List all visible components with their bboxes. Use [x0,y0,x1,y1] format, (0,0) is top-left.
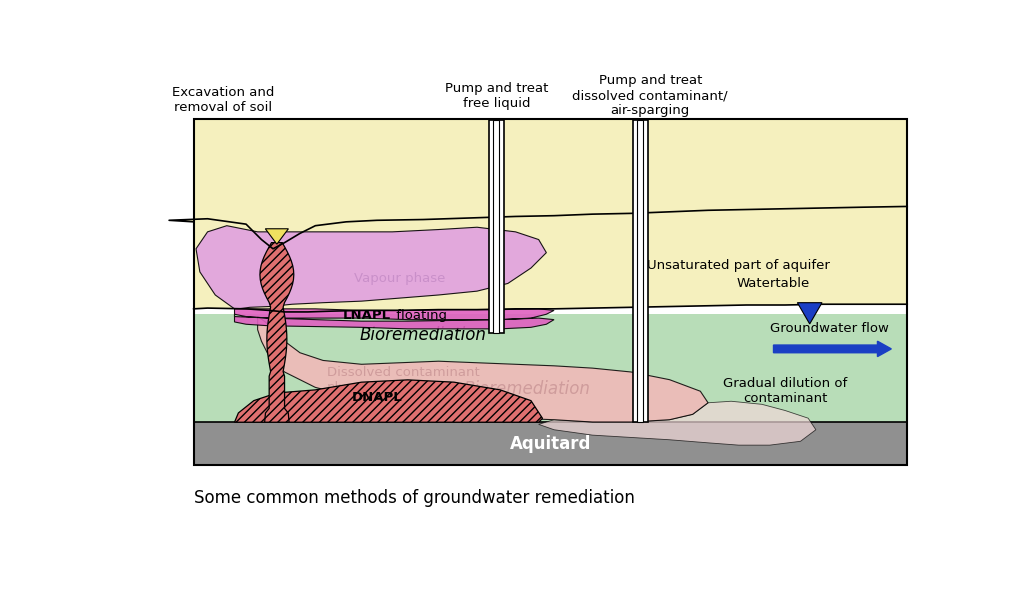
Polygon shape [234,380,543,422]
FancyArrow shape [773,341,891,356]
Text: Bioremediation: Bioremediation [359,326,486,344]
Bar [637,120,643,422]
Bar [194,314,907,422]
Text: Pump and treat
free liquid: Pump and treat free liquid [444,82,548,110]
Polygon shape [798,303,822,324]
Text: Watertable: Watertable [737,277,810,290]
Bar [194,422,907,465]
Text: Gradual dilution of
contaminant: Gradual dilution of contaminant [723,377,847,405]
Bar [494,120,500,333]
Text: Groundwater flow: Groundwater flow [770,322,889,335]
Text: Some common methods of groundwater remediation: Some common methods of groundwater remed… [194,489,635,507]
Bar [633,120,647,422]
Text: Vapour phase: Vapour phase [354,271,445,284]
Text: Unsaturated part of aquifer: Unsaturated part of aquifer [647,259,830,272]
Text: Aquitard: Aquitard [510,435,591,453]
Text: LNAPL: LNAPL [343,309,391,322]
Polygon shape [169,206,907,312]
Text: Bioremediation: Bioremediation [464,380,591,398]
Polygon shape [260,243,294,422]
Polygon shape [196,226,547,309]
Text: Pump and treat
dissolved contaminant/
air-sparging: Pump and treat dissolved contaminant/ ai… [572,74,728,117]
Text: floating: floating [392,309,447,322]
Text: Excavation and
removal of soil: Excavation and removal of soil [172,86,274,115]
Text: DNAPL: DNAPL [351,391,402,404]
Polygon shape [169,119,907,249]
Text: Dissolved contaminant
plume: Dissolved contaminant plume [327,366,479,394]
Polygon shape [258,317,708,422]
Bar [489,120,504,333]
Polygon shape [265,229,289,244]
Polygon shape [539,401,816,445]
Polygon shape [234,309,554,329]
Bar [194,119,907,465]
